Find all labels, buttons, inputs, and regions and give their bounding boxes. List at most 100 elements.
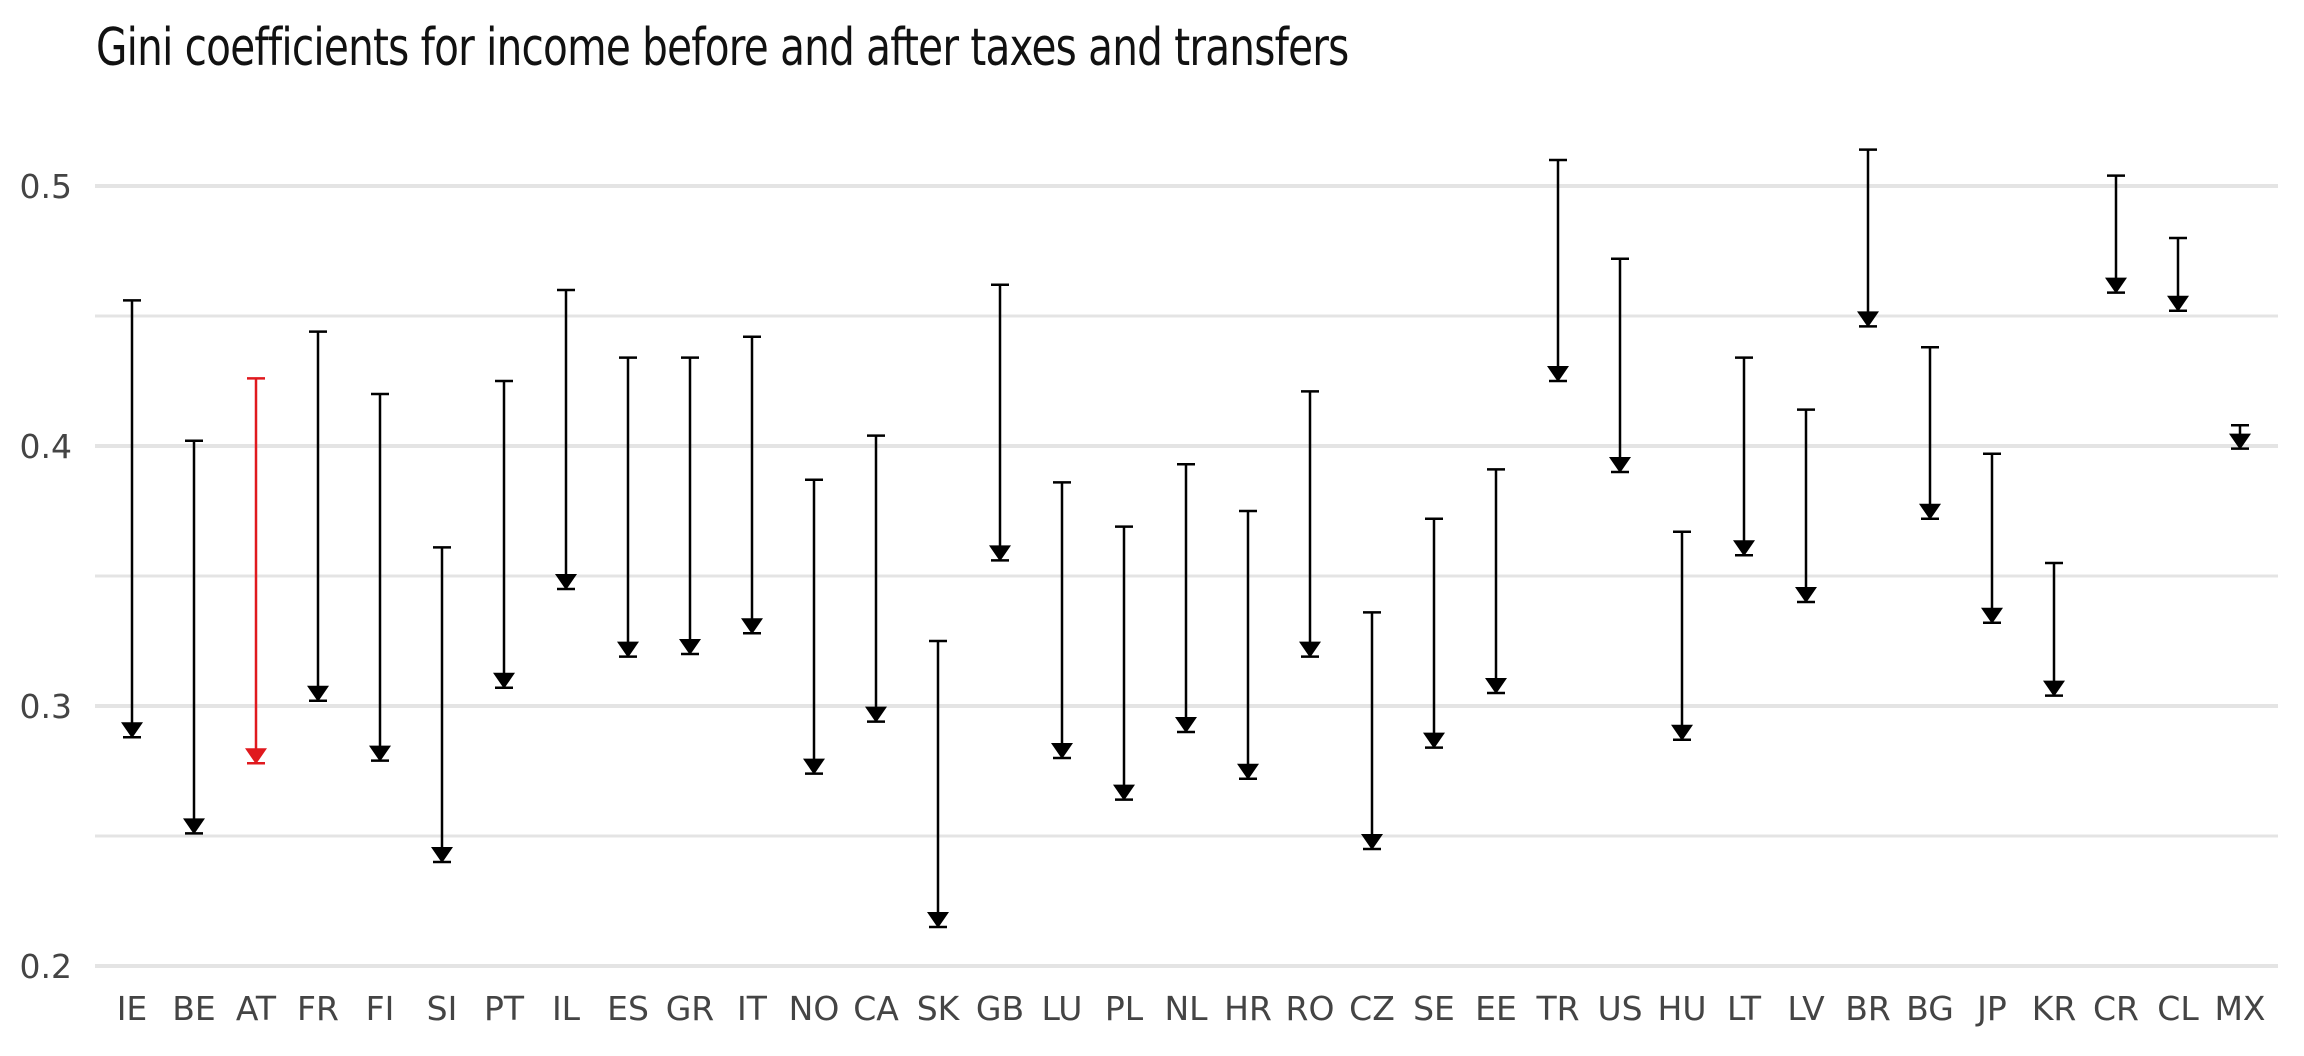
after-arrow-marker <box>2043 680 2065 697</box>
x-tick-label-fr: FR <box>297 989 339 1028</box>
after-arrow-marker <box>1981 607 2003 624</box>
x-tick-label-kr: KR <box>2032 989 2077 1028</box>
x-tick-label-cz: CZ <box>1349 989 1395 1028</box>
after-arrow-marker <box>1051 743 1073 759</box>
after-arrow-marker <box>1919 503 1941 520</box>
x-tick-label-fi: FI <box>366 989 395 1028</box>
dumbbell-ca <box>865 434 887 723</box>
y-tick-label: 0.2 <box>20 947 72 986</box>
x-tick-label-bg: BG <box>1906 989 1954 1028</box>
x-tick-label-ee: EE <box>1475 989 1517 1028</box>
x-tick-label-at: AT <box>236 989 277 1028</box>
after-arrow-marker <box>1113 784 1135 801</box>
dumbbell-lu <box>1051 481 1073 760</box>
after-arrow-marker <box>2167 295 2189 312</box>
y-tick-label: 0.5 <box>20 167 72 206</box>
y-axis-tick-labels: 0.2 0.3 0.4 0.5 <box>20 167 72 986</box>
after-arrow-marker <box>369 745 391 762</box>
x-tick-label-cr: CR <box>2093 989 2139 1028</box>
dumbbell-il <box>555 288 577 591</box>
dumbbell-cl <box>2167 236 2189 313</box>
after-arrow-marker <box>1175 717 1197 733</box>
x-tick-label-lv: LV <box>1787 989 1825 1028</box>
dumbbell-us <box>1609 257 1631 474</box>
x-tick-label-ie: IE <box>117 989 148 1028</box>
dumbbell-gb <box>989 283 1011 562</box>
x-tick-label-lu: LU <box>1042 989 1083 1028</box>
dumbbell-ie <box>121 299 143 739</box>
dumbbell-si <box>431 546 453 864</box>
y-tick-label: 0.3 <box>20 687 72 726</box>
after-arrow-marker <box>307 685 329 702</box>
x-tick-label-il: IL <box>552 989 581 1028</box>
dumbbell-jp <box>1981 452 2003 625</box>
dumbbell-pl <box>1113 525 1135 801</box>
after-arrow-marker <box>865 706 887 723</box>
x-tick-label-pt: PT <box>484 989 525 1028</box>
dumbbell-es <box>617 356 639 658</box>
x-axis-tick-labels: IE BE AT FR FI SI PT IL ES GR IT NO CA SK GB LU PL NL HR RO… <box>117 989 2266 1028</box>
x-tick-label-hu: HU <box>1658 989 1707 1028</box>
x-tick-label-ca: CA <box>853 989 899 1028</box>
x-tick-label-nl: NL <box>1164 989 1208 1028</box>
dumbbell-fr <box>307 330 329 703</box>
dumbbell-fi <box>369 392 391 762</box>
after-arrow-marker <box>803 758 825 775</box>
after-arrow-marker <box>1299 641 1321 658</box>
x-tick-label-br: BR <box>1845 989 1891 1028</box>
after-arrow-marker <box>679 639 701 655</box>
chart-title: Gini coefficients for income before and … <box>96 18 1349 78</box>
x-tick-label-sk: SK <box>917 989 961 1028</box>
after-arrow-marker <box>1671 724 1693 741</box>
dumbbell-tr <box>1547 158 1569 383</box>
dumbbell-no <box>803 478 825 775</box>
x-tick-label-mx: MX <box>2214 989 2265 1028</box>
after-arrow-marker <box>555 574 577 590</box>
x-tick-label-se: SE <box>1413 989 1455 1028</box>
after-arrow-marker <box>1795 587 1817 603</box>
after-arrow-marker <box>1857 311 1879 328</box>
after-arrow-marker <box>493 672 515 689</box>
dumbbell-lv <box>1795 408 1817 604</box>
after-arrow-marker <box>183 818 205 835</box>
after-arrow-marker <box>989 545 1011 562</box>
dumbbell-lt <box>1733 356 1755 557</box>
x-tick-label-lt: LT <box>1727 989 1762 1028</box>
x-tick-label-tr: TR <box>1535 989 1579 1028</box>
after-arrow-marker <box>2229 433 2251 450</box>
dumbbell-sk <box>927 639 949 929</box>
dumbbell-be <box>183 439 205 835</box>
after-arrow-marker <box>1423 732 1445 749</box>
dumbbell-pt <box>493 379 515 690</box>
after-arrow-marker <box>431 847 453 863</box>
after-arrow-marker <box>1609 457 1631 473</box>
x-tick-label-es: ES <box>607 989 649 1028</box>
dumbbell-se <box>1423 517 1445 749</box>
x-tick-label-it: IT <box>737 989 768 1028</box>
x-tick-label-be: BE <box>172 989 216 1028</box>
after-arrow-marker <box>1733 540 1755 557</box>
x-tick-label-cl: CL <box>2157 989 2199 1028</box>
dumbbell-br <box>1857 148 1879 328</box>
x-tick-label-gr: GR <box>666 989 715 1028</box>
dumbbell-cz <box>1361 611 1383 851</box>
x-tick-label-jp: JP <box>1975 989 2007 1028</box>
dumbbell-hr <box>1237 509 1259 781</box>
dumbbell-gr <box>679 356 701 656</box>
after-arrow-marker <box>2105 277 2127 294</box>
dumbbell-kr <box>2043 561 2065 697</box>
after-arrow-marker <box>1485 678 1507 694</box>
x-tick-label-us: US <box>1597 989 1642 1028</box>
x-tick-label-hr: HR <box>1224 989 1272 1028</box>
after-arrow-marker <box>741 618 763 635</box>
dumbbell-marks <box>121 148 2251 929</box>
x-tick-label-pl: PL <box>1105 989 1144 1028</box>
after-arrow-marker <box>1361 834 1383 850</box>
dumbbell-nl <box>1175 462 1197 734</box>
dumbbell-at <box>245 377 267 765</box>
after-arrow-marker <box>245 748 267 765</box>
after-arrow-marker <box>1237 763 1259 780</box>
after-arrow-marker <box>121 722 143 739</box>
x-tick-label-si: SI <box>427 989 458 1028</box>
